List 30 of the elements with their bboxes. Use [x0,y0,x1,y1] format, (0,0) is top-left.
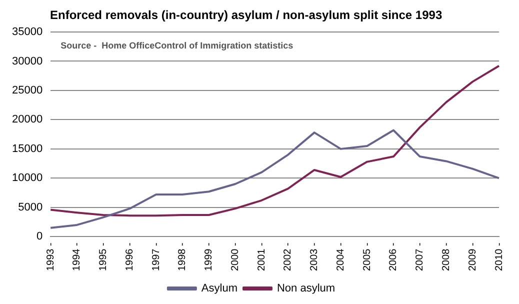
y-tick-label: 5000 [18,201,43,214]
y-tick-label: 15000 [12,142,43,155]
x-tick-label: 1994 - [72,242,83,272]
x-tick-label: 2010 - [494,242,505,272]
y-tick-label: 25000 [12,84,43,96]
x-tick-label: 2001 - [256,242,268,272]
x-tick-label: 2002 - [282,242,294,272]
y-tick-label: 35000 [12,26,43,38]
x-tick-label: 1997 - [150,242,162,272]
legend-label: Non asylum [276,282,336,295]
y-tick-label: 20000 [12,114,43,126]
y-tick-label: 10000 [12,172,43,184]
x-tick-label: 1998 - [177,242,188,272]
x-tick-label: 1999 - [204,242,215,272]
y-tick-label: 30000 [12,55,43,68]
x-tick-label: 2006 - [388,242,400,272]
x-tick-label: 2003 - [309,242,320,272]
x-tick-label: 2005 - [362,242,373,272]
x-tick-label: 1996 - [124,242,136,272]
legend-label: Asylum [201,282,238,295]
annotation: Source - Home OfficeControl of Immigration statistics [60,40,294,50]
x-tick-label: 2000 - [230,242,241,272]
x-tick-label: 2008 - [440,242,452,272]
x-tick-label: 1993 - [45,242,56,272]
x-tick-label: 2007 - [414,242,426,272]
x-tick-label: 1995 - [98,242,110,272]
y-tick-label: 0 [36,230,43,243]
x-tick-label: 2009 - [467,242,478,272]
chart-title: Enforced removals (in-country) asylum / non-asylum split since 1993 [50,8,442,22]
x-tick-label: 2004 - [335,242,346,272]
